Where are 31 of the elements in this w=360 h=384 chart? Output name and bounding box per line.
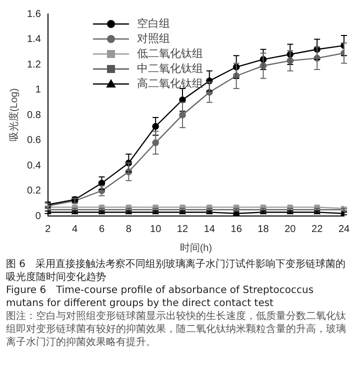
text: 图 6 采用直接接触法考察不同组别玻璃离子水门汀试件影响下变形链球菌的吸光度随时间变化趋势 [6,258,347,284]
legend-label: 中二氧化钛组 [137,62,203,75]
y-tick-label: 1.6 [26,8,42,20]
y-tick-label: 1.2 [26,59,42,70]
x-tick-label: 24 [338,224,350,235]
legend-label: 高二氧化钛组 [137,76,203,90]
y-tick-label: 0.2 [26,186,42,196]
y-tick-label: 1 [35,84,42,96]
y-tick-label: 0 [35,210,42,222]
x-tick-label: 14 [204,224,216,235]
text: Figure 6 Time-course profile of absorbance of Streptococcus mutans for different groups by the direct contact test [6,284,315,310]
x-tick-label: 4 [72,224,78,235]
x-tick-label: 16 [230,224,242,235]
legend-label: 低二氧化钛组 [137,46,203,60]
y-tick-label: 0.6 [26,135,42,146]
x-tick-label: 18 [258,224,270,235]
x-tick-label: 22 [312,224,324,235]
x-tick-label: 8 [126,224,132,235]
x-axis-title: 时间(h) [180,242,212,254]
x-tick-label: 10 [150,224,162,235]
y-axis-title: 吸光度(Log) [8,88,20,142]
x-tick-label: 12 [176,224,188,235]
y-tick-label: 1.4 [26,34,42,45]
x-tick-label: 20 [284,224,296,235]
x-tick-label: 2 [45,224,52,235]
x-tick-label: 6 [98,224,105,235]
y-tick-label: 0.4 [26,160,42,172]
y-tick-label: 0.8 [26,110,42,121]
legend-label: 对照组 [137,32,170,45]
legend-label: 空白组 [137,16,170,30]
text: 图注：空白与对照组变形链球菌显示出较快的生长速度，低质量分数二氧化钛组即对变形链球菌有较好的抑菌效果，随二氧化钛纳米颗粒含量的升高，玻璃离子水门汀的抑菌效果略有提升。 [6,310,347,349]
